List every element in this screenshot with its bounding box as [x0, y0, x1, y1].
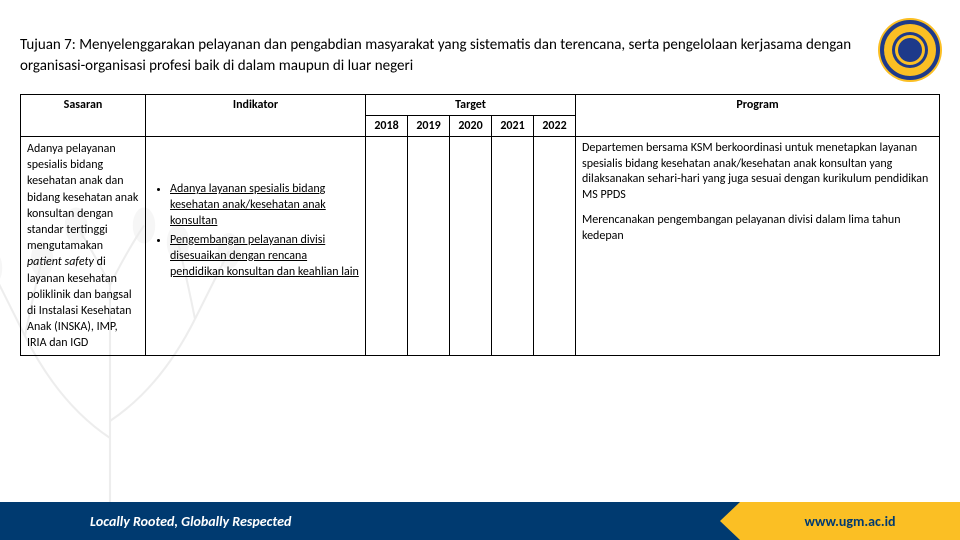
header-sasaran: Sasaran	[21, 95, 146, 137]
cell-2022	[534, 137, 576, 356]
cell-2019	[408, 137, 450, 356]
header-year-2021: 2021	[492, 116, 534, 137]
table-row: Adanya pelayanan spesialis bidang keseha…	[21, 137, 940, 356]
footer-tagline: Locally Rooted, Globally Respected	[0, 502, 740, 540]
cell-sasaran: Adanya pelayanan spesialis bidang keseha…	[21, 137, 146, 356]
page-title: Tujuan 7: Menyelenggarakan pelayanan dan…	[20, 35, 870, 77]
footer: Locally Rooted, Globally Respected www.u…	[0, 502, 960, 540]
header-year-2019: 2019	[408, 116, 450, 137]
header-year-2022: 2022	[534, 116, 576, 137]
cell-indikator: Adanya layanan spesialis bidang kesehata…	[146, 137, 366, 356]
footer-url: www.ugm.ac.id	[740, 502, 960, 540]
header-year-2020: 2020	[450, 116, 492, 137]
header-target: Target	[366, 95, 576, 116]
header-indikator: Indikator	[146, 95, 366, 137]
indikator-item: Pengembangan pelayanan divisi disesuaika…	[170, 232, 361, 281]
cell-2021	[492, 137, 534, 356]
cell-2020	[450, 137, 492, 356]
program-item: Merencanakan pengembangan pelayanan divi…	[582, 213, 933, 244]
cell-2018	[366, 137, 408, 356]
objectives-table: Sasaran Indikator Target Program 2018 20…	[20, 94, 940, 356]
ugm-logo	[880, 20, 940, 80]
indikator-item: Adanya layanan spesialis bidang kesehata…	[170, 181, 361, 230]
program-item: Departemen bersama KSM berkoordinasi unt…	[582, 141, 933, 203]
header-year-2018: 2018	[366, 116, 408, 137]
header-program: Program	[576, 95, 940, 137]
cell-program: Departemen bersama KSM berkoordinasi unt…	[576, 137, 940, 356]
